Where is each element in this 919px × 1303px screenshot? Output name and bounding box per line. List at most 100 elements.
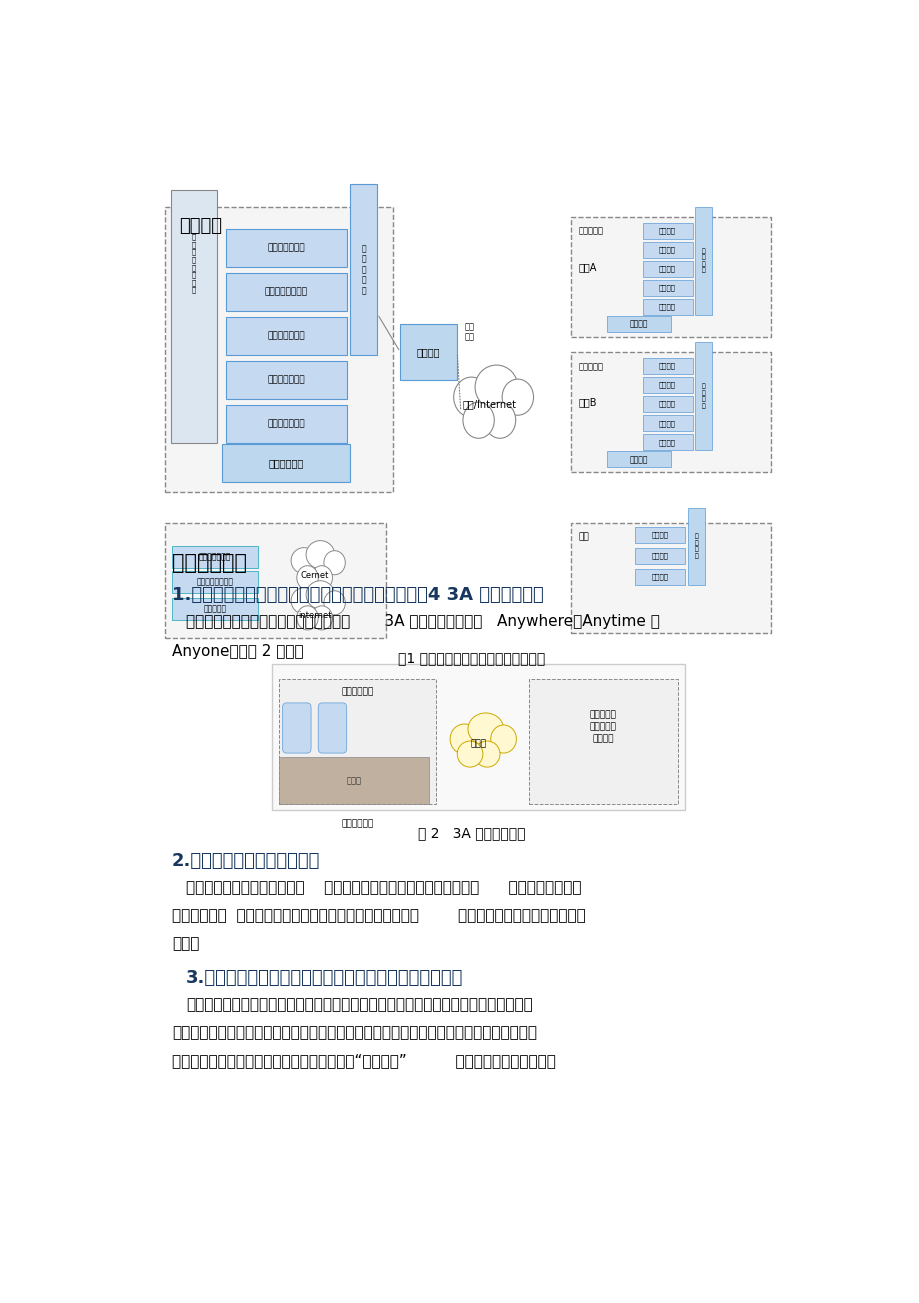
Ellipse shape: [449, 724, 478, 754]
FancyBboxPatch shape: [350, 185, 377, 354]
Text: 行业企业培训及社会服务需求等，让实训中心“一心多用”          ，提高实训中心利用率。: 行业企业培训及社会服务需求等，让实训中心“一心多用” ，提高实训中心利用率。: [172, 1053, 555, 1068]
FancyBboxPatch shape: [278, 679, 436, 804]
Text: 实训设备: 实训设备: [652, 552, 668, 559]
FancyBboxPatch shape: [635, 526, 685, 542]
Text: 基地A: 基地A: [578, 262, 596, 272]
Text: 网络设备: 网络设备: [658, 420, 675, 426]
Ellipse shape: [502, 379, 533, 416]
Text: 社会人员、
在校学生、
在职人员: 社会人员、 在校学生、 在职人员: [589, 710, 616, 743]
FancyBboxPatch shape: [225, 272, 346, 311]
Ellipse shape: [474, 741, 500, 767]
Ellipse shape: [453, 377, 489, 417]
Text: 专网/Internet: 专网/Internet: [462, 399, 516, 409]
Text: 新应技术实训室: 新应技术实训室: [267, 420, 304, 429]
FancyBboxPatch shape: [272, 665, 685, 809]
Text: 基地实训学员: 基地实训学员: [341, 820, 373, 829]
Text: Anyone。如图 2 所示。: Anyone。如图 2 所示。: [172, 644, 303, 659]
Text: 数据中心实训室: 数据中心实训室: [267, 331, 304, 340]
FancyBboxPatch shape: [635, 568, 685, 585]
FancyBboxPatch shape: [221, 444, 350, 482]
FancyBboxPatch shape: [282, 702, 311, 753]
Ellipse shape: [462, 403, 494, 438]
Text: 中心基地: 中心基地: [179, 216, 221, 235]
Text: 路由设备: 路由设备: [658, 401, 675, 408]
FancyBboxPatch shape: [694, 206, 711, 315]
Text: 通过互联网实现实训中心资源开放，实现       3A 实训教学服务，即   Anywhere、Anytime 、: 通过互联网实现实训中心资源开放，实现 3A 实训教学服务，即 Anywhere、…: [186, 614, 660, 629]
FancyBboxPatch shape: [641, 358, 692, 374]
FancyBboxPatch shape: [528, 679, 677, 804]
Text: 实
训
室
资
源
管
理
器: 实 训 室 资 源 管 理 器: [191, 233, 196, 293]
Text: 无线设备: 无线设备: [658, 304, 675, 310]
Ellipse shape: [297, 606, 318, 629]
Text: 分联局域关: 分联局域关: [578, 227, 603, 236]
Text: 其它设备: 其它设备: [652, 573, 668, 580]
Text: 交换设备: 交换设备: [658, 382, 675, 388]
FancyBboxPatch shape: [165, 206, 392, 493]
Ellipse shape: [306, 541, 335, 568]
Text: 交换设备: 交换设备: [658, 246, 675, 253]
FancyBboxPatch shape: [571, 216, 770, 337]
Text: 安全与管理实训室: 安全与管理实训室: [265, 287, 307, 296]
FancyBboxPatch shape: [641, 223, 692, 238]
Text: 拓
扑
连
接
器: 拓 扑 连 接 器: [361, 245, 366, 294]
FancyBboxPatch shape: [641, 396, 692, 412]
Text: 支撑平台: 支撑平台: [630, 319, 648, 328]
Text: 企业、三方机构: 企业、三方机构: [199, 552, 231, 562]
Text: 管理
调度: 管理 调度: [464, 322, 474, 341]
Text: 管理员、老师: 管理员、老师: [341, 687, 373, 696]
Text: internet: internet: [298, 611, 331, 620]
Ellipse shape: [474, 365, 517, 409]
FancyBboxPatch shape: [172, 571, 257, 593]
Text: 实训设备: 实训设备: [652, 532, 668, 538]
Ellipse shape: [490, 724, 516, 753]
Text: 信
息
服
务: 信 息 服 务: [694, 534, 698, 559]
FancyBboxPatch shape: [641, 261, 692, 276]
FancyBboxPatch shape: [641, 434, 692, 451]
Text: 软件工程实训室: 软件工程实训室: [267, 375, 304, 384]
Text: 拓
扑
连
接: 拓 扑 连 接: [701, 383, 705, 409]
Text: 才培养体系，  最终打造出行业真正所需要复合型应用人才，        从而真正实现了学校特色专业的: 才培养体系， 最终打造出行业真正所需要复合型应用人才， 从而真正实现了学校特色专…: [172, 908, 585, 923]
FancyBboxPatch shape: [641, 280, 692, 296]
Ellipse shape: [323, 551, 345, 575]
FancyBboxPatch shape: [686, 507, 705, 585]
FancyBboxPatch shape: [225, 405, 346, 443]
Ellipse shape: [297, 566, 318, 590]
FancyBboxPatch shape: [165, 523, 386, 638]
Text: 公共支撑平台: 公共支撑平台: [268, 459, 303, 468]
Ellipse shape: [290, 547, 316, 573]
Text: 集教学、培训、职业技能鉴定、技能比赛、职业素质训导多位一体的开放、共享型实训: 集教学、培训、职业技能鉴定、技能比赛、职业素质训导多位一体的开放、共享型实训: [186, 997, 532, 1012]
FancyBboxPatch shape: [635, 547, 685, 564]
FancyBboxPatch shape: [641, 416, 692, 431]
Ellipse shape: [468, 713, 503, 745]
FancyBboxPatch shape: [694, 341, 711, 451]
Text: 安全设备: 安全设备: [658, 362, 675, 369]
FancyBboxPatch shape: [225, 317, 346, 354]
Text: 社区院、市: 社区院、市: [203, 605, 226, 614]
FancyBboxPatch shape: [607, 315, 671, 332]
FancyBboxPatch shape: [607, 451, 671, 468]
FancyBboxPatch shape: [172, 598, 257, 620]
FancyBboxPatch shape: [318, 702, 346, 753]
Text: 将知识点融合到行业案例中，    通过岗位职能和职业素养课程的学习，      形成不同行业的人: 将知识点融合到行业案例中， 通过岗位职能和职业素养课程的学习， 形成不同行业的人: [186, 880, 581, 895]
FancyBboxPatch shape: [170, 190, 217, 443]
Text: 拓
扑
连
接: 拓 扑 连 接: [701, 248, 705, 274]
Ellipse shape: [311, 606, 332, 629]
FancyBboxPatch shape: [641, 377, 692, 394]
Text: 网络设备: 网络设备: [658, 284, 675, 291]
Text: 安全设备: 安全设备: [658, 227, 675, 235]
Text: 中心。实训中心的建设以实训教学为主，充分满足教学需要，同时，也兄顾职业认证培训、: 中心。实训中心的建设以实训教学为主，充分满足教学需要，同时，也兄顾职业认证培训、: [172, 1025, 537, 1040]
FancyBboxPatch shape: [400, 324, 457, 379]
Ellipse shape: [306, 581, 335, 609]
Text: 无线设备: 无线设备: [658, 439, 675, 446]
Text: 图 2   3A 实训教学服务: 图 2 3A 实训教学服务: [417, 826, 525, 840]
Text: 打造；: 打造；: [172, 936, 199, 951]
Text: 分联局域关: 分联局域关: [578, 362, 603, 371]
FancyBboxPatch shape: [571, 523, 770, 633]
FancyBboxPatch shape: [172, 546, 257, 568]
Ellipse shape: [483, 403, 516, 438]
Ellipse shape: [290, 588, 316, 614]
Text: 大学城、教学联盟: 大学城、教学联盟: [196, 577, 233, 586]
FancyBboxPatch shape: [641, 298, 692, 315]
Ellipse shape: [311, 566, 332, 590]
Text: 图1 互联网应用创新开放平台资源共享: 图1 互联网应用创新开放平台资源共享: [397, 652, 545, 665]
